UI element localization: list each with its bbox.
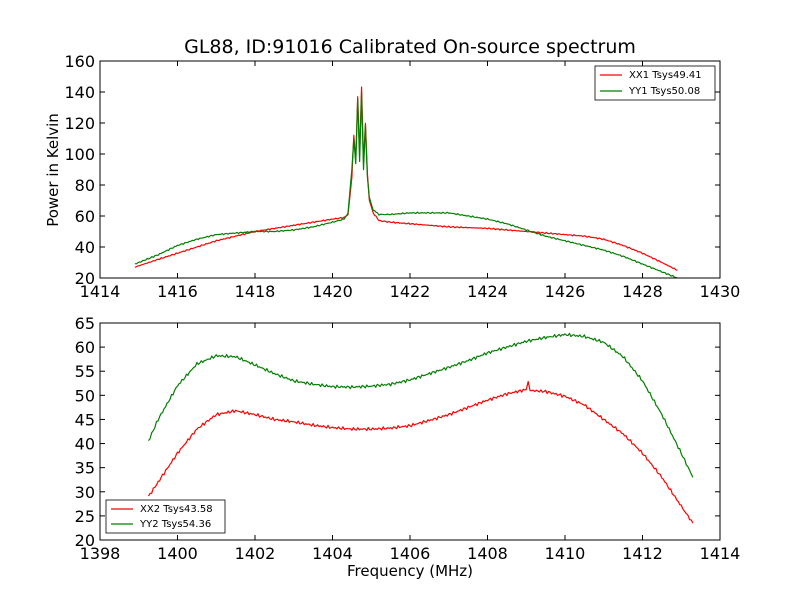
- bottom-y-tick-label: 40: [75, 435, 95, 454]
- bottom-y-tick-label: 30: [75, 483, 95, 502]
- top-y-tick-label: 140: [64, 83, 95, 102]
- bottom-legend-box: [105, 499, 226, 534]
- top-x-tick-label: 1428: [622, 282, 663, 301]
- top-legend-box: [594, 65, 716, 101]
- top-x-tick-label: 1420: [312, 282, 353, 301]
- legend-label-yy2: YY2 Tsys54.36: [139, 519, 211, 530]
- top-x-tick-label: 1430: [700, 282, 741, 301]
- bottom-y-tick-label: 35: [75, 459, 95, 478]
- top-y-tick-label: 40: [75, 238, 95, 257]
- bottom-x-tick-label: 1406: [390, 544, 431, 563]
- bottom-y-tick-label: 55: [75, 362, 95, 381]
- y-axis-label-top: Power in Kelvin: [44, 113, 62, 227]
- bottom-series-line-1: [147, 380, 694, 524]
- bottom-x-tick-label: 1410: [545, 544, 586, 563]
- chart-title: GL88, ID:91016 Calibrated On-source spec…: [184, 36, 636, 58]
- legend-label-xx1: XX1 Tsys49.41: [629, 70, 702, 81]
- top-series-layer: [134, 86, 678, 279]
- bottom-y-tick-label: 65: [75, 314, 95, 333]
- bottom-x-tick-label: 1404: [312, 544, 353, 563]
- top-y-tick-label: 80: [75, 176, 95, 195]
- top-legend: XX1 Tsys49.41 YY1 Tsys50.08: [594, 65, 716, 101]
- bottom-x-tick-label: 1414: [700, 544, 741, 563]
- top-y-tick-label: 160: [64, 52, 95, 71]
- bottom-series-line-2: [147, 332, 694, 478]
- top-chart: GL88, ID:91016 Calibrated On-source spec…: [44, 36, 740, 301]
- legend-label-xx2: XX2 Tsys43.58: [140, 504, 213, 515]
- top-series-line-2: [134, 91, 678, 279]
- bottom-ticks-layer: 1398 1400 1402 1404 1406 1408 1410 1412 1414 20 25…: [75, 314, 741, 563]
- bottom-x-tick-label: 1400: [157, 544, 198, 563]
- top-x-tick-label: 1416: [157, 282, 198, 301]
- bottom-x-tick-label: 1398: [80, 544, 121, 563]
- top-y-tick-label: 120: [64, 114, 95, 133]
- bottom-series-layer: [147, 332, 694, 524]
- bottom-x-tick-label: 1408: [467, 544, 508, 563]
- top-x-tick-label: 1424: [467, 282, 508, 301]
- bottom-y-tick-label: 20: [75, 531, 95, 550]
- bottom-y-tick-label: 45: [75, 410, 95, 429]
- top-y-tick-label: 60: [75, 207, 95, 226]
- bottom-legend: XX2 Tsys43.58 YY2 Tsys54.36: [105, 499, 226, 534]
- legend-label-yy1: YY1 Tsys50.08: [628, 86, 700, 97]
- bottom-x-tick-label: 1412: [622, 544, 663, 563]
- x-axis-label-bottom: Frequency (MHz): [347, 562, 473, 580]
- top-y-tick-label: 100: [64, 145, 95, 164]
- bottom-y-tick-label: 60: [75, 338, 95, 357]
- bottom-y-tick-label: 50: [75, 386, 95, 405]
- top-x-tick-label: 1414: [80, 282, 121, 301]
- top-x-tick-label: 1422: [390, 282, 431, 301]
- top-ticks-layer: 1414 1416 1418 1420 1422 1424 1426 1428 1430 20 40…: [64, 52, 740, 301]
- top-series-line-1: [134, 86, 678, 271]
- top-y-tick-label: 20: [75, 269, 95, 288]
- bottom-chart: 1398 1400 1402 1404 1406 1408 1410 1412 1414 20 25…: [75, 314, 741, 580]
- top-x-tick-label: 1418: [235, 282, 276, 301]
- bottom-x-tick-label: 1402: [235, 544, 276, 563]
- bottom-y-tick-label: 25: [75, 507, 95, 526]
- top-x-tick-label: 1426: [545, 282, 586, 301]
